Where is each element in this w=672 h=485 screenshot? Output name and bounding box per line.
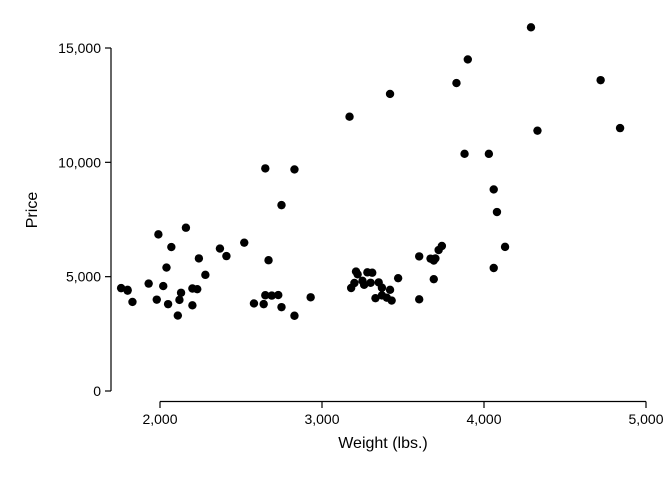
y-tick-label: 15,000 [58, 40, 101, 56]
data-point [222, 251, 231, 261]
data-point [181, 223, 191, 232]
data-point [277, 200, 286, 210]
data-point [116, 283, 126, 293]
data-point [274, 290, 283, 300]
data-point [429, 274, 438, 284]
data-point [387, 296, 396, 305]
data-point [128, 297, 137, 307]
data-point [201, 270, 210, 280]
data-point [152, 295, 161, 304]
x-tick-label: 4,000 [466, 411, 501, 427]
data-point [290, 165, 299, 174]
data-point [366, 278, 375, 287]
data-point [259, 299, 268, 309]
data-point [176, 288, 186, 297]
data-point [377, 283, 387, 292]
data-point [215, 244, 225, 253]
data-point [533, 126, 542, 135]
data-point [194, 254, 204, 263]
data-point [249, 299, 259, 308]
data-point [377, 291, 387, 300]
x-tick-label: 2,000 [142, 411, 177, 427]
data-point [290, 311, 299, 320]
data-point [434, 245, 443, 255]
data-point [267, 291, 276, 300]
data-point [385, 89, 395, 99]
data-point [460, 149, 469, 159]
data-point [240, 238, 249, 247]
data-point [415, 295, 424, 304]
data-point [277, 302, 286, 312]
data-point [368, 268, 377, 277]
data-point [159, 281, 168, 291]
data-point [167, 242, 176, 252]
y-axis-title: Price [24, 192, 41, 229]
y-tick-label: 5,000 [66, 269, 101, 285]
data-point [261, 291, 270, 300]
data-point [431, 254, 440, 263]
data-point [175, 295, 184, 305]
data-point [173, 311, 183, 320]
data-point [264, 256, 273, 265]
data-point [163, 299, 173, 309]
data-point [123, 285, 132, 295]
data-point [489, 263, 498, 273]
x-axis-title: Weight (lbs.) [338, 435, 428, 452]
data-point [345, 112, 354, 121]
y-tick-label: 0 [93, 383, 101, 399]
data-point [359, 280, 369, 289]
data-point [162, 263, 171, 272]
data-point [350, 278, 359, 288]
data-point [596, 75, 605, 85]
data-point [144, 279, 153, 288]
data-point [526, 23, 536, 32]
y-tick-label: 10,000 [58, 154, 101, 170]
data-point [154, 230, 163, 239]
data-point [188, 284, 197, 293]
data-point [415, 252, 424, 261]
data-point [489, 185, 498, 194]
data-point [452, 78, 461, 88]
data-point [393, 273, 403, 283]
data-point [371, 293, 380, 303]
data-point [188, 301, 197, 310]
x-tick-label: 3,000 [304, 411, 339, 427]
data-point [615, 123, 625, 133]
data-point [492, 207, 502, 217]
data-point [351, 267, 361, 276]
data-point [463, 55, 472, 64]
data-point [261, 164, 270, 173]
data-point [385, 285, 395, 295]
data-point [484, 149, 494, 159]
data-point [500, 242, 510, 252]
x-tick-label: 5,000 [628, 411, 663, 427]
data-point [306, 293, 315, 302]
